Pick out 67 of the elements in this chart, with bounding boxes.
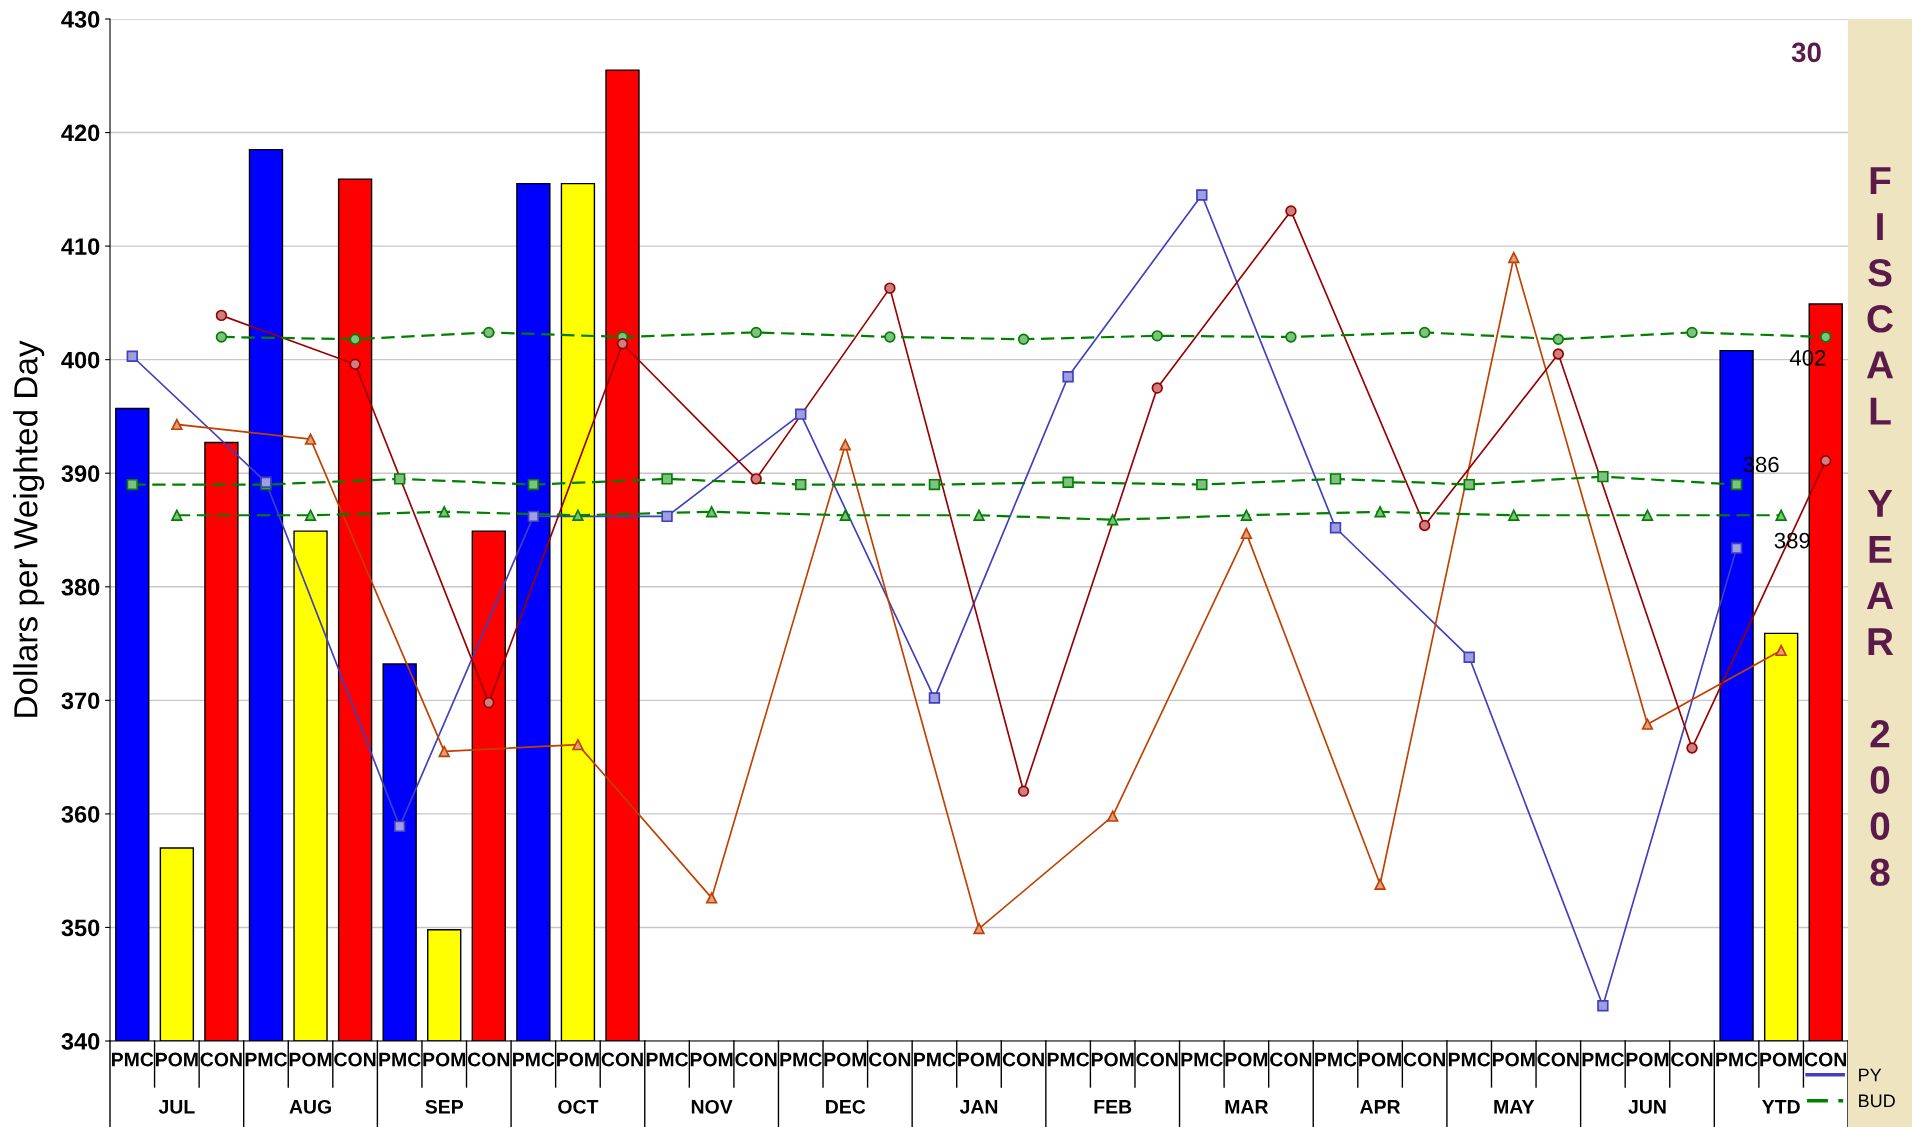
y-tick-label: 360 [61,805,100,823]
y-tick-label: 350 [61,919,100,937]
x-tick-label: POM [824,1052,867,1067]
y-tick-label: 420 [61,124,100,142]
y-tick-label: 400 [61,351,100,369]
legend-label: PY [1859,1068,1882,1082]
x-tick-label: CON [200,1052,242,1067]
x-tick-label: CON [1537,1052,1579,1067]
x-tick-label: POM [1760,1052,1802,1067]
x-tick-label: CON [467,1052,510,1067]
x-tick-label: POM [156,1052,198,1067]
x-tick-label: PMC [780,1052,822,1067]
x-tick-label: POM [1225,1052,1268,1067]
x-tick-label: POM [423,1052,466,1067]
x-tick-label: POM [1359,1052,1401,1067]
text: MAR [1225,1100,1269,1114]
x-tick-label: CON [735,1052,777,1067]
y-tick-label: 380 [61,578,100,596]
x-tick-label: PMC [646,1052,689,1067]
y-axis-title: Dollars per Weighted Day [13,340,45,717]
text: NOV [691,1099,733,1114]
x-tick-label: CON [1002,1052,1044,1067]
x-tick-label: POM [289,1052,332,1067]
text: SEP [425,1099,464,1114]
x-tick-label: PMC [1448,1052,1491,1067]
x-tick-label: CON [869,1052,911,1067]
x-tick-label: CON [334,1052,376,1067]
x-tick-label: PMC [245,1052,288,1067]
x-tick-label: POM [958,1052,1000,1067]
x-tick-label: PMC [1181,1052,1223,1067]
text: OCT [558,1099,599,1114]
chart-title: FISCAL YEAR 2008 [1866,167,1894,886]
x-tick-label: CON [1136,1052,1178,1067]
text: FEB [1094,1100,1132,1114]
text: YTD [1762,1100,1800,1114]
x-tick-label: POM [557,1052,599,1067]
y-tick-label: 340 [61,1033,100,1050]
annotation: 30 [1791,42,1821,63]
y-tick-label: 390 [61,465,100,483]
x-tick-label: PMC [914,1052,956,1067]
x-tick-label: PMC [1315,1052,1357,1067]
legend-label: BUD [1859,1094,1895,1108]
text: JUL [158,1100,195,1114]
text: DEC [826,1099,866,1114]
x-tick-label: CON [1671,1052,1713,1067]
x-tick-label: PMC [111,1052,154,1067]
text: AUG [289,1099,331,1114]
y-tick-label: 410 [61,238,100,255]
text: JUN [1628,1100,1666,1114]
y-tick-label: 370 [61,692,100,710]
text: JAN [959,1100,998,1114]
x-tick-label: PMC [513,1052,555,1067]
x-tick-label: CON [1804,1052,1847,1067]
x-tick-label: POM [1626,1052,1669,1067]
x-tick-label: PMC [1716,1052,1758,1067]
x-tick-label: PMC [1047,1052,1090,1067]
x-tick-label: PMC [379,1052,421,1067]
y-tick-label: 430 [61,11,100,28]
x-tick-label: CON [1270,1052,1312,1067]
x-tick-label: POM [1492,1052,1535,1067]
x-tick-label: CON [1403,1052,1445,1067]
x-tick-label: POM [1091,1052,1134,1067]
x-tick-label: POM [690,1052,733,1067]
x-tick-label: CON [601,1052,643,1067]
x-tick-label: PMC [1582,1052,1624,1067]
text: MAY [1494,1100,1535,1114]
text: APR [1360,1100,1401,1114]
